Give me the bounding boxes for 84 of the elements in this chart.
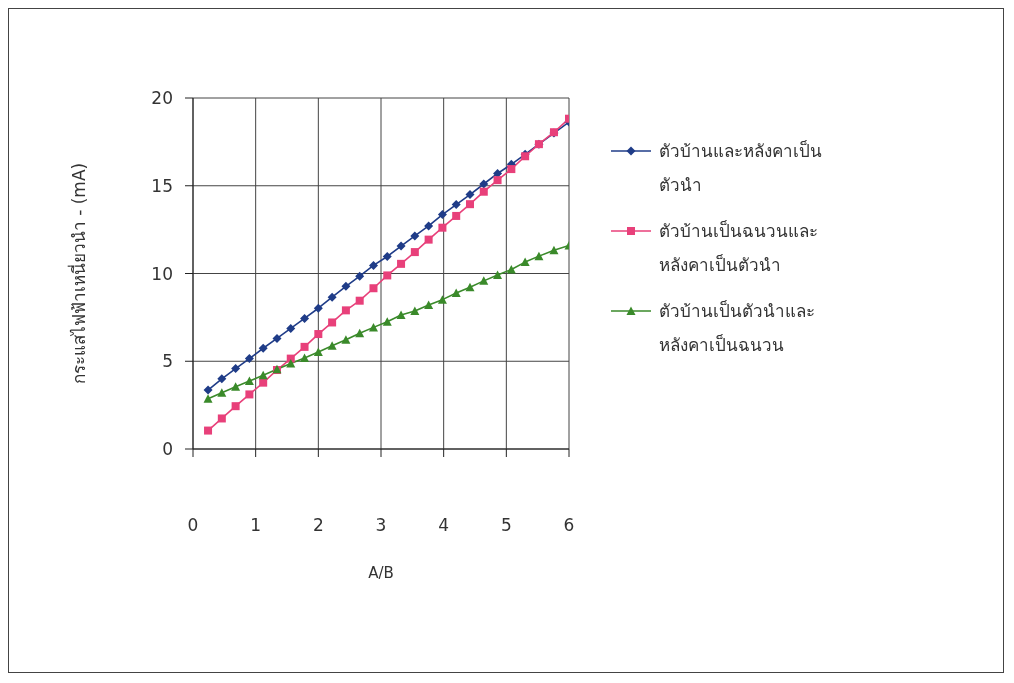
point xyxy=(203,385,213,395)
point xyxy=(410,231,420,241)
point xyxy=(382,317,392,326)
point xyxy=(286,323,296,333)
point xyxy=(493,176,502,185)
x-axis-title: A/B xyxy=(368,563,394,582)
point xyxy=(300,353,310,362)
point xyxy=(314,330,323,339)
point xyxy=(327,341,337,350)
point xyxy=(382,251,392,261)
point xyxy=(341,335,351,344)
point xyxy=(452,211,461,220)
point xyxy=(259,378,268,387)
point xyxy=(355,296,364,305)
point xyxy=(368,322,378,332)
point xyxy=(437,210,447,220)
point xyxy=(231,364,241,374)
x-tick-label: 2 xyxy=(312,515,324,536)
point xyxy=(397,259,406,268)
point xyxy=(451,288,461,297)
point xyxy=(217,388,227,397)
point xyxy=(272,333,282,343)
point xyxy=(520,257,530,267)
point xyxy=(479,276,489,285)
legend-label: ตัวบ้านและหลังคาเป็นตัวนำ xyxy=(659,139,823,197)
x-tick-label: 0 xyxy=(187,515,199,536)
legend-label: ตัวบ้านเป็นฉนวนและหลังคาเป็นตัวนำ xyxy=(659,219,819,277)
y-tick-label: 20 xyxy=(151,88,173,109)
point xyxy=(424,300,434,309)
point xyxy=(204,426,213,435)
point xyxy=(217,374,227,384)
point xyxy=(396,310,406,320)
point xyxy=(369,284,378,293)
x-tick-label: 5 xyxy=(500,515,512,536)
point xyxy=(424,235,433,244)
y-tick-label: 15 xyxy=(151,175,173,196)
point xyxy=(493,270,503,279)
x-tick-label: 1 xyxy=(250,515,262,536)
point xyxy=(341,306,350,315)
y-tick-label: 0 xyxy=(162,439,173,460)
point xyxy=(313,347,323,356)
point xyxy=(258,370,268,380)
point xyxy=(437,295,447,304)
point xyxy=(479,187,488,196)
point xyxy=(231,382,241,391)
x-tick-label: 3 xyxy=(375,515,387,536)
point xyxy=(313,303,323,313)
point xyxy=(493,168,503,178)
point xyxy=(341,281,351,291)
y-tick-label: 5 xyxy=(162,351,173,372)
point xyxy=(355,271,365,281)
point xyxy=(465,282,475,292)
y-axis-title: กระแสไฟฟ้าเหนี่ยวนำ - (mA) xyxy=(67,162,90,385)
point xyxy=(368,260,378,270)
point xyxy=(327,292,337,302)
point xyxy=(451,200,461,210)
point xyxy=(258,343,268,353)
point xyxy=(534,251,544,261)
point xyxy=(217,414,226,423)
point xyxy=(286,359,296,368)
point xyxy=(410,306,420,316)
point xyxy=(355,328,365,338)
point xyxy=(300,342,309,351)
point xyxy=(507,165,516,174)
point xyxy=(396,241,406,251)
x-tick-label: 4 xyxy=(438,515,450,536)
point xyxy=(410,248,419,257)
point xyxy=(245,390,254,399)
point xyxy=(231,402,240,411)
x-tick-label: 6 xyxy=(563,515,575,536)
point xyxy=(479,179,489,189)
point xyxy=(465,190,475,200)
point xyxy=(506,264,516,274)
point xyxy=(424,221,434,231)
point xyxy=(328,318,337,327)
point xyxy=(465,200,474,209)
point xyxy=(203,394,213,403)
point xyxy=(438,223,447,232)
point xyxy=(383,271,392,280)
y-tick-label: 10 xyxy=(151,263,173,284)
point xyxy=(244,354,254,364)
legend-label: ตัวบ้านเป็นตัวนำและหลังคาเป็นฉนวน xyxy=(659,299,816,357)
point xyxy=(244,376,254,386)
point xyxy=(300,313,310,323)
